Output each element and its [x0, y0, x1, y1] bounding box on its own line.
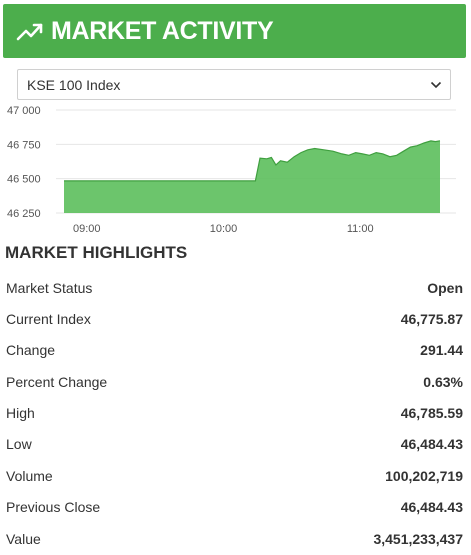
- chevron-down-icon: [430, 81, 442, 89]
- x-tick-label: 11:00: [347, 223, 374, 235]
- row-value: 3,451,233,437: [373, 531, 463, 547]
- row-value: 100,202,719: [385, 468, 463, 484]
- row-label: Volume: [6, 468, 53, 484]
- row-value: 0.63%: [423, 374, 463, 390]
- highlight-row-percent-change: Percent Change 0.63%: [0, 367, 471, 398]
- row-label: High: [6, 405, 35, 421]
- highlight-row-previous-close: Previous Close 46,484.43: [0, 492, 471, 523]
- row-label: Low: [6, 436, 32, 452]
- highlights-title: MARKET HIGHLIGHTS: [5, 243, 188, 262]
- row-label: Previous Close: [6, 499, 101, 515]
- trending-up-icon: [16, 23, 43, 41]
- highlight-row-volume: Volume 100,202,719: [0, 461, 471, 492]
- highlight-row-high: High 46,785.59: [0, 398, 471, 429]
- page-title: MARKET ACTIVITY: [51, 17, 274, 45]
- chart-line-series: [64, 140, 441, 182]
- y-tick-label: 46 750: [7, 139, 41, 151]
- highlight-row-low: Low 46,484.43: [0, 429, 471, 460]
- row-value: 291.44: [420, 342, 463, 358]
- x-tick-label: 09:00: [73, 223, 101, 235]
- row-label: Change: [6, 342, 56, 358]
- highlight-row-change: Change 291.44: [0, 335, 471, 366]
- row-value: 46,484.43: [400, 499, 463, 515]
- index-select-value: KSE 100 Index: [27, 77, 121, 93]
- y-tick-label: 47 000: [7, 105, 41, 117]
- row-value: 46,775.87: [400, 311, 463, 327]
- y-tick-label: 46 250: [7, 208, 41, 220]
- row-label: Value: [6, 531, 41, 547]
- highlight-row-current-index: Current Index 46,775.87: [0, 304, 471, 335]
- row-label: Market Status: [6, 280, 93, 296]
- x-tick-label: 10:00: [210, 223, 238, 235]
- row-value: Open: [427, 280, 463, 296]
- chart-area-series: [64, 140, 440, 213]
- index-chart: 47 000 46 750 46 500 46 250 09:00 10:00 11:00: [7, 105, 456, 235]
- row-label: Percent Change: [6, 374, 108, 390]
- row-value: 46,785.59: [400, 405, 463, 421]
- row-value: 46,484.43: [400, 436, 463, 452]
- highlight-row-value: Value 3,451,233,437: [0, 524, 471, 555]
- index-select[interactable]: KSE 100 Index: [17, 69, 451, 100]
- row-label: Current Index: [6, 311, 91, 327]
- market-activity-header: MARKET ACTIVITY: [3, 4, 466, 58]
- highlight-row-market-status: Market Status Open: [0, 273, 471, 304]
- y-tick-label: 46 500: [7, 174, 41, 186]
